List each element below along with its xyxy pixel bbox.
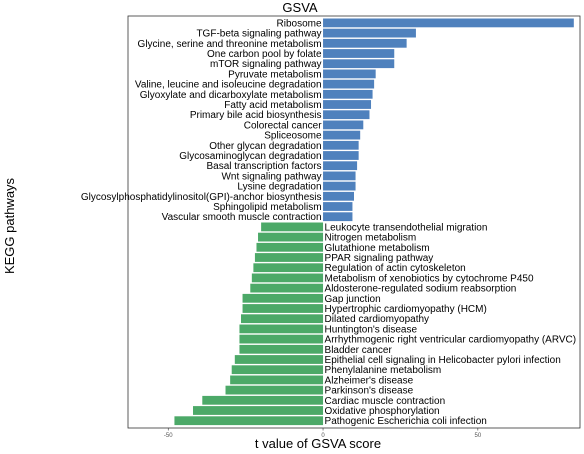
plot-panel [127,15,581,429]
bar-16 [323,181,356,191]
bar-label-29: Dilated cardiomyopathy [325,314,430,325]
bar-label-22: Glutathione metabolism [325,243,430,254]
bar-36 [225,385,324,395]
bar-8 [323,100,372,109]
bar-5 [323,69,376,79]
bar-27 [242,293,324,303]
bar-9 [323,110,370,120]
bar-label-37: Cardiac muscle contraction [325,396,446,407]
bar-39 [174,416,324,426]
bar-28 [242,304,324,313]
bar-label-32: Bladder cancer [325,345,393,356]
bar-22 [256,242,324,252]
bar-32 [239,344,324,354]
bar-18 [323,202,353,211]
bar-19 [323,212,353,222]
bar-4 [323,59,395,69]
y-axis-title: KEGG pathways [2,177,17,274]
bar-13 [323,151,359,160]
bar-34 [231,365,324,375]
bar-38 [193,406,324,415]
bar-3 [323,49,395,58]
bar-label-16: Lysine degradation [237,182,321,193]
bar-7 [323,89,373,99]
bar-label-31: Arrhythmogenic right ventricular cardiom… [325,335,577,346]
bar-label-19: Vascular smooth muscle contraction [162,212,322,223]
bar-label-21: Nitrogen metabolism [325,233,417,244]
bar-label-11: Spliceosome [264,131,322,142]
bar-label-15: Wnt signaling pathway [221,171,321,182]
bar-label-5: Pyruvate metabolism [228,69,321,80]
bar-label-6: Valine, leucine and isoleucine degradati… [135,80,322,91]
bar-label-28: Hypertrophic cardiomyopathy (HCM) [325,304,487,315]
bar-label-14: Basal transcription factors [206,161,321,172]
bar-29 [241,314,324,324]
x-tick-label-1: 0 [321,433,325,439]
bar-15 [323,171,356,181]
bar-label-24: Regulation of actin cytoskeleton [325,263,466,274]
bar-24 [253,263,324,273]
bar-14 [323,161,358,171]
bar-label-27: Gap junction [325,294,381,305]
bar-17 [323,191,354,201]
bar-label-18: Sphingolipid metabolism [213,202,321,213]
bar-label-25: Metabolism of xenobiotics by cytochrome … [325,273,534,284]
bar-37 [202,395,324,405]
bar-21 [258,232,324,242]
bar-label-2: Glycine, serine and threonine metabolism [138,39,322,50]
bar-label-9: Primary bile acid biosynthesis [190,110,322,121]
bar-label-23: PPAR signaling pathway [325,253,434,264]
bar-20 [261,222,324,232]
bar-0 [323,18,574,28]
bar-33 [234,355,324,364]
bar-6 [323,79,375,89]
bars-group [174,18,574,426]
bar-label-1: TGF-beta signaling pathway [196,29,321,40]
bar-label-10: Colorectal cancer [244,120,322,131]
bar-1 [323,28,416,38]
bar-label-17: Glycosylphosphatidylinositol(GPI)-anchor… [81,192,322,203]
bar-10 [323,120,364,130]
bar-label-30: Huntington's disease [325,324,418,335]
bar-label-35: Alzheimer's disease [325,375,414,386]
bar-label-3: One carbon pool by folate [207,49,322,60]
x-axis-title: t value of GSVA score [255,436,381,451]
bar-label-26: Aldosterone-regulated sodium reabsorptio… [325,284,517,295]
x-axis-ticks: -50 0 50 [164,428,482,439]
bar-30 [239,324,324,334]
bar-label-12: Other glycan degradation [209,141,321,152]
bar-label-0: Ribosome [277,18,322,29]
bar-2 [323,38,407,48]
bar-25 [251,273,324,283]
bar-12 [323,140,359,150]
bar-label-4: mTOR signaling pathway [210,59,322,70]
bar-35 [230,375,324,385]
bar-label-34: Phenylalanine metabolism [325,365,442,376]
bar-label-7: Glyoxylate and dicarboxylate metabolism [140,90,322,101]
bar-label-20: Leukocyte transendothelial migration [325,222,488,233]
chart-title: GSVA [282,0,317,15]
bar-31 [239,334,324,344]
bar-label-13: Glycosaminoglycan degradation [179,151,321,162]
bar-label-36: Parkinson's disease [325,386,414,397]
x-tick-label-0: -50 [164,433,173,439]
x-tick-label-2: 50 [474,433,481,439]
bar-11 [323,130,361,140]
bar-label-33: Epithelial cell signaling in Helicobacte… [325,355,561,366]
bar-23 [254,253,324,262]
bar-26 [250,283,324,293]
bar-label-39: Pathogenic Escherichia coli infection [325,416,487,427]
bar-label-8: Fatty acid metabolism [224,100,321,111]
bar-label-38: Oxidative phosphorylation [325,406,440,417]
